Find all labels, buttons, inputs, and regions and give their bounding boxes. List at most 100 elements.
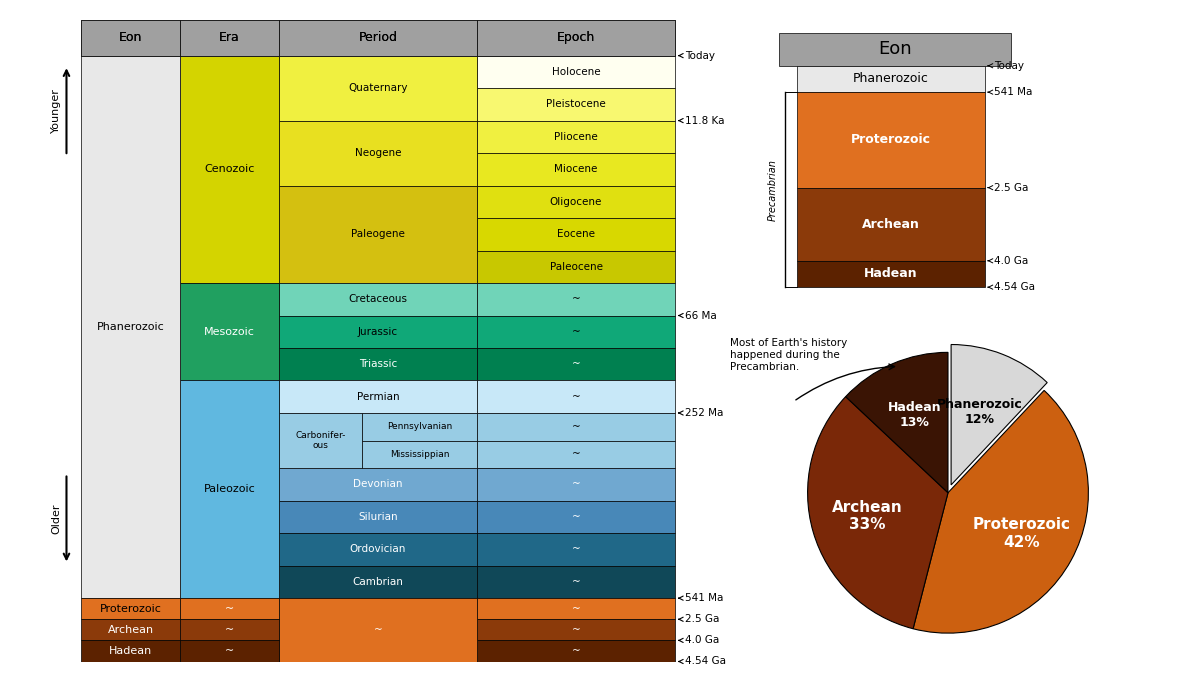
Bar <box>478 501 676 533</box>
Text: 4.54 Ga: 4.54 Ga <box>988 282 1034 292</box>
Bar <box>478 283 676 315</box>
Bar <box>180 20 280 55</box>
Bar <box>478 381 676 413</box>
Bar <box>478 218 676 250</box>
Bar <box>280 468 478 501</box>
Bar <box>478 55 676 88</box>
Text: ~: ~ <box>571 603 581 614</box>
Text: Pleistocene: Pleistocene <box>546 99 606 109</box>
Text: ~: ~ <box>224 625 234 634</box>
Bar <box>797 92 985 188</box>
Bar <box>82 619 180 641</box>
Text: Period: Period <box>359 31 397 45</box>
Bar <box>478 619 676 641</box>
Text: ~: ~ <box>224 603 234 614</box>
Text: Cretaceous: Cretaceous <box>348 294 408 304</box>
Bar <box>180 381 280 598</box>
Text: Era: Era <box>220 31 240 45</box>
Text: Period: Period <box>359 31 397 45</box>
Bar <box>478 186 676 218</box>
Bar <box>280 315 478 348</box>
Text: Archean: Archean <box>108 625 154 634</box>
Text: Epoch: Epoch <box>557 31 595 45</box>
Text: Eon: Eon <box>878 40 912 58</box>
Bar <box>478 20 676 55</box>
Text: ~: ~ <box>224 646 234 656</box>
Bar <box>478 598 676 619</box>
Text: 2.5 Ga: 2.5 Ga <box>679 614 719 624</box>
Text: Phanerozoic: Phanerozoic <box>97 322 164 332</box>
Text: Hadean: Hadean <box>864 267 918 281</box>
Bar <box>280 20 478 55</box>
Bar <box>180 598 280 619</box>
Bar <box>280 533 478 566</box>
Text: Proterozoic
42%: Proterozoic 42% <box>973 517 1070 549</box>
Text: Permian: Permian <box>356 392 400 402</box>
Text: ~: ~ <box>571 450 581 460</box>
Text: 11.8 Ka: 11.8 Ka <box>679 115 725 126</box>
Text: Hadean: Hadean <box>109 646 152 656</box>
Bar <box>280 413 362 468</box>
Text: 2.5 Ga: 2.5 Ga <box>988 183 1028 192</box>
Bar <box>478 468 676 501</box>
Text: Older: Older <box>50 504 61 534</box>
Bar <box>478 20 676 55</box>
Text: Phanerozoic
12%: Phanerozoic 12% <box>937 398 1022 426</box>
Bar <box>180 283 280 381</box>
Text: Paleozoic: Paleozoic <box>204 485 256 494</box>
Text: 541 Ma: 541 Ma <box>988 87 1032 97</box>
Bar <box>280 348 478 381</box>
Text: Era: Era <box>220 31 240 45</box>
Bar <box>82 598 180 619</box>
Text: Paleogene: Paleogene <box>352 230 404 240</box>
Bar <box>478 413 676 441</box>
Text: Eon: Eon <box>119 31 142 45</box>
Text: ~: ~ <box>571 577 581 587</box>
Bar <box>362 413 478 441</box>
Text: 541 Ma: 541 Ma <box>679 593 724 603</box>
Bar <box>280 381 478 413</box>
Bar <box>82 20 180 55</box>
Text: 4.0 Ga: 4.0 Ga <box>679 635 719 645</box>
Text: Pliocene: Pliocene <box>554 132 598 142</box>
Bar <box>280 20 478 55</box>
Bar <box>797 261 985 287</box>
Bar <box>362 441 478 468</box>
Bar <box>180 20 280 55</box>
Text: 4.0 Ga: 4.0 Ga <box>988 256 1028 266</box>
Text: Miocene: Miocene <box>554 164 598 174</box>
Text: ~: ~ <box>571 422 581 432</box>
Text: Jurassic: Jurassic <box>358 327 398 337</box>
Text: ~: ~ <box>373 625 383 634</box>
Bar <box>180 641 280 662</box>
Text: Ordovician: Ordovician <box>350 545 406 554</box>
Bar <box>478 641 676 662</box>
Bar <box>779 32 1010 65</box>
Bar <box>797 188 985 261</box>
Text: ~: ~ <box>571 646 581 656</box>
Text: ~: ~ <box>571 625 581 634</box>
Bar <box>280 55 478 121</box>
Bar <box>280 598 478 661</box>
Text: Oligocene: Oligocene <box>550 197 602 207</box>
Text: 4.54 Ga: 4.54 Ga <box>679 657 726 666</box>
Bar <box>82 641 180 662</box>
Bar <box>180 619 280 641</box>
Text: Most of Earth's history
happened during the
Precambrian.: Most of Earth's history happened during … <box>731 338 847 371</box>
Text: Cenozoic: Cenozoic <box>204 164 254 174</box>
Text: ~: ~ <box>571 327 581 337</box>
Text: Carbonifer-
ous: Carbonifer- ous <box>295 431 346 450</box>
Bar <box>280 283 478 315</box>
Bar <box>478 533 676 566</box>
Text: Holocene: Holocene <box>552 67 600 77</box>
Bar <box>280 566 478 598</box>
Text: 66 Ma: 66 Ma <box>679 310 716 321</box>
Bar <box>478 250 676 283</box>
Wedge shape <box>913 390 1088 633</box>
Bar <box>478 88 676 121</box>
Text: Silurian: Silurian <box>358 512 398 522</box>
Text: Eon: Eon <box>119 31 142 45</box>
Text: Precambrian: Precambrian <box>768 159 778 221</box>
Text: Younger: Younger <box>50 88 61 133</box>
Bar <box>797 65 985 92</box>
